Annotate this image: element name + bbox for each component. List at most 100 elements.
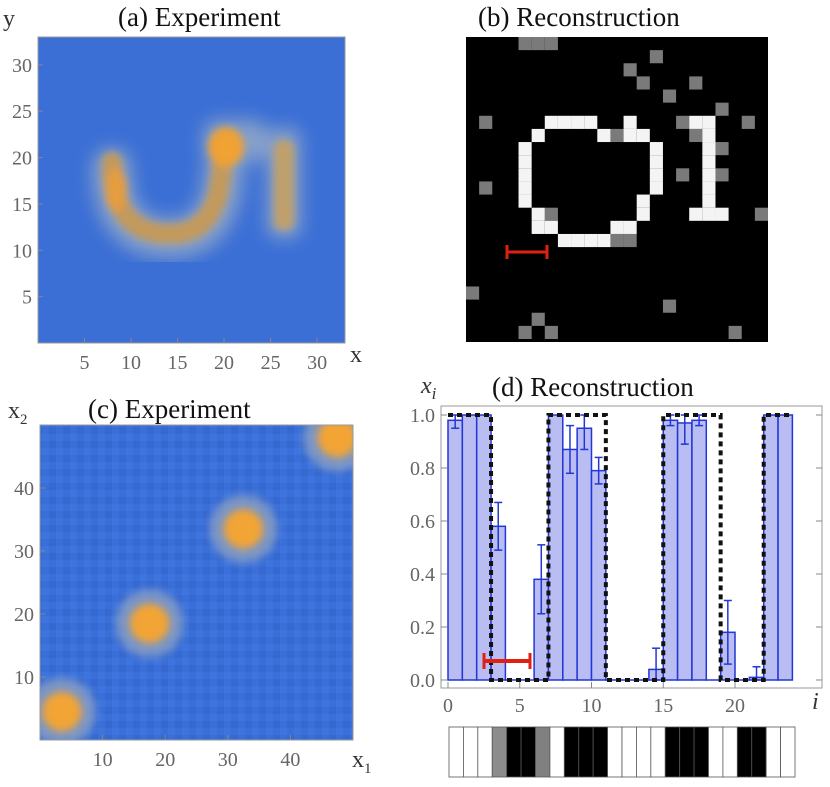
panel-b-pixel-white	[636, 128, 650, 143]
panel-a-title: (a) Experiment	[118, 2, 281, 32]
panel-b-pixel-gray	[715, 142, 729, 156]
panel-d-strip-pixel	[520, 726, 536, 778]
panel-b-pixel-gray	[741, 115, 755, 129]
panel-a-y-label: y	[3, 6, 15, 32]
panel-b-pixel-gray	[715, 168, 729, 182]
panel-b-pixel-white	[518, 142, 532, 156]
panel-a-x-ticks: 5 10 15 20 25 30	[80, 338, 327, 374]
panel-d-x-tick-label: 0	[443, 695, 453, 717]
panel-c-x-tick-label: 40	[280, 749, 300, 771]
panel-a-x-tick-label: 25	[261, 352, 281, 374]
panel-d-strip-pixel	[477, 726, 493, 778]
panel-b-pixel-gray	[636, 76, 650, 90]
panel-c-x-tick-label: 20	[155, 749, 175, 771]
panel-d-strip-pixel	[693, 726, 709, 778]
panel-b-pixel-gray	[466, 286, 480, 300]
panel-a: (a) Experiment 5 10 15 20 25 30 5 10 15 20 25 30 x…	[3, 2, 362, 374]
panel-b-pixel-white	[702, 194, 716, 208]
panel-c-y-ticks: 10 20 30 40	[14, 478, 45, 689]
panel-d-bar	[676, 422, 693, 681]
panel-b-pixel-white	[597, 128, 611, 143]
panel-a-x-tick-label: 20	[214, 352, 234, 374]
panel-c-y-label: x2	[8, 398, 28, 428]
panel-d-strip-pixel	[636, 726, 652, 778]
panel-d-x-tick-label: 10	[582, 695, 602, 717]
panel-d-strip-pixel	[535, 726, 551, 778]
panel-d-strip-pixel	[736, 726, 753, 778]
panel-b-pixel-gray	[689, 128, 703, 143]
panel-b-pixels	[466, 37, 768, 339]
panel-c-y-tick-label: 30	[14, 541, 34, 563]
panel-b-pixel-white	[518, 181, 532, 195]
panel-c-spot	[41, 691, 82, 732]
panel-a-x-label: x	[350, 342, 362, 368]
panel-d-x-tick-label: 5	[515, 695, 525, 717]
panel-b-pixel-gray	[623, 63, 637, 77]
panel-d-strip-pixel	[765, 726, 781, 778]
panel-d-x-ticks: 0 5 10 15 20	[443, 682, 745, 717]
panel-d-y-tick-label: 1.0	[410, 405, 435, 427]
panel-b-pixel-gray	[544, 37, 558, 51]
panel-c-heatmap-background	[40, 425, 353, 740]
panel-b-pixel-white	[702, 115, 716, 129]
panel-d-strip-pixel	[578, 726, 594, 778]
panel-b-pixel-white	[518, 155, 532, 169]
panel-b-pixel-white	[518, 168, 532, 182]
panel-b-pixel-white	[557, 115, 572, 129]
panel-b-pixel-white	[557, 233, 572, 248]
panel-d-bar	[662, 419, 679, 681]
panel-d-target-line	[448, 413, 793, 682]
panel-d-y-tick-label: 0.8	[410, 458, 435, 480]
panel-b-pixel-white	[597, 233, 611, 248]
panel-d-y-tick-label: 0.6	[410, 511, 435, 533]
panel-b-pixel-gray	[623, 233, 637, 248]
panel-b-pixel-white	[636, 207, 650, 221]
panel-a-x-tick-label: 30	[307, 352, 327, 374]
panel-b-pixel-gray	[754, 207, 768, 221]
panel-b-reconstruction-image	[466, 37, 768, 342]
panel-d-strip-pixel	[650, 726, 666, 778]
panel-d-bar	[547, 414, 564, 681]
panel-b-pixel-gray	[676, 168, 690, 182]
panel-b: (b) Reconstruction	[466, 2, 768, 342]
panel-d-bars	[447, 414, 794, 681]
panel-b-title: (b) Reconstruction	[478, 2, 680, 32]
panel-d: (d) Reconstruction xi i 0.0 0.2 0.4 0.6 0.8 1…	[410, 372, 823, 778]
panel-c-spots	[40, 425, 353, 740]
panel-d-strip-pixel	[549, 726, 565, 778]
panel-c-x-tick-label: 30	[218, 749, 238, 771]
panel-d-strip-pixel	[780, 726, 796, 778]
panel-d-pixel-strip	[448, 726, 796, 778]
panel-b-pixel-gray	[531, 312, 545, 326]
panel-d-frame	[440, 405, 823, 689]
panel-d-strip-pixel	[679, 726, 695, 778]
panel-c-spot	[317, 425, 353, 458]
panel-d-bar	[590, 469, 607, 681]
panel-d-x-tick-label: 15	[653, 695, 673, 717]
panel-b-pixel-white	[689, 115, 703, 129]
panel-b-pixel-white	[571, 233, 585, 248]
panel-b-pixel-white	[623, 128, 637, 143]
panel-b-pixel-gray	[531, 37, 545, 51]
panel-b-pixel-white	[531, 220, 545, 234]
panel-b-pixel-gray	[649, 50, 663, 64]
panel-b-pixel-white	[531, 207, 545, 221]
panel-d-strip-pixel	[463, 726, 479, 778]
panel-c-x-tick-label: 10	[93, 749, 113, 771]
panel-d-strip-pixel	[592, 726, 608, 778]
panel-b-pixel-white	[702, 168, 716, 182]
panel-b-pixel-white	[544, 115, 558, 129]
panel-d-x-label: i	[812, 689, 819, 715]
panel-b-pixel-white	[544, 220, 558, 234]
panel-b-pixel-gray	[518, 37, 532, 51]
panel-d-bar	[576, 427, 593, 681]
panel-d-strip-pixel	[664, 726, 681, 778]
panel-c-spot	[223, 508, 264, 549]
panel-b-pixel-white	[623, 115, 637, 129]
panel-d-y-tick-label: 0.0	[410, 670, 435, 692]
panel-b-pixel-white	[571, 115, 585, 129]
panel-c-y-tick-label: 10	[14, 667, 34, 689]
panel-b-pixel-white	[649, 168, 663, 182]
